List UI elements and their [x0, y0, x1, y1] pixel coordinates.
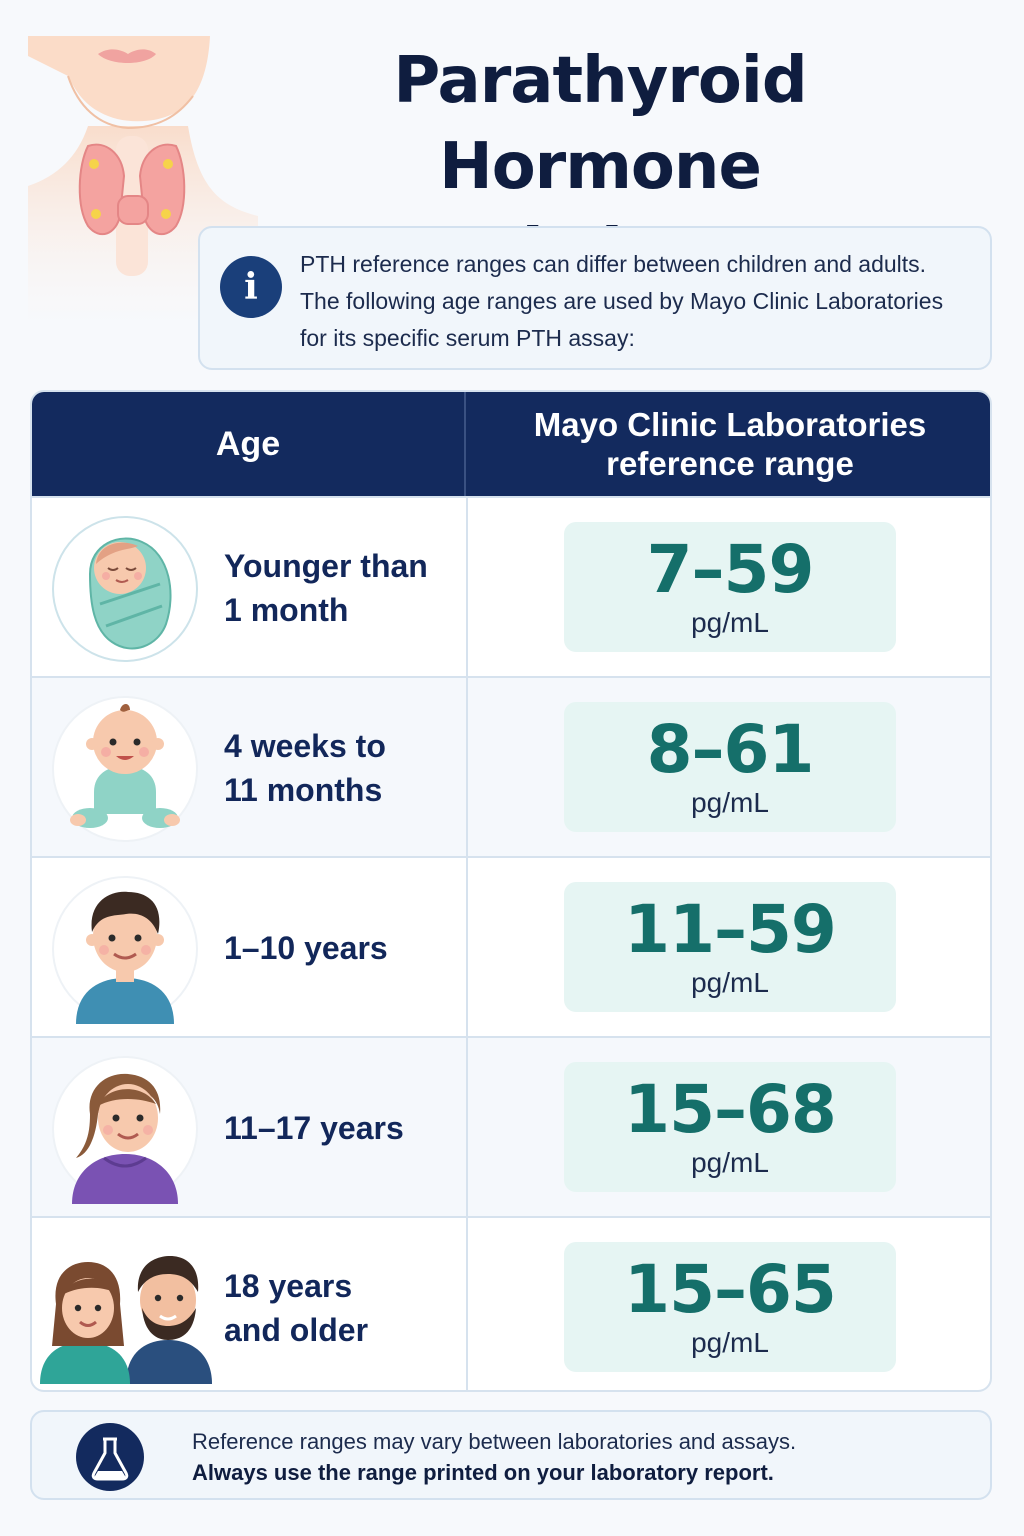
range-badge: 11–59 pg/mL [564, 882, 896, 1012]
infant-icon [50, 694, 200, 844]
age-line-1: Younger than [224, 548, 428, 584]
range-unit: pg/mL [691, 1327, 769, 1358]
range-value: 11–59 [624, 891, 837, 968]
column-divider [466, 498, 468, 676]
column-divider [466, 858, 468, 1036]
range-badge: 7–59 pg/mL [564, 522, 896, 652]
header-range-line-2: reference range [606, 445, 854, 482]
intro-line-3: for its specific serum PTH assay: [300, 325, 635, 351]
age-label: 18 years and older [224, 1218, 464, 1390]
table-row: Younger than 1 month 7–59 pg/mL [32, 496, 990, 678]
header-age: Age [32, 392, 466, 496]
age-line-1: 1–10 years [224, 930, 388, 966]
range-value: 7–59 [646, 531, 815, 608]
table-row: 18 years and older 15–65 pg/mL [32, 1216, 990, 1390]
column-divider [466, 1218, 468, 1390]
age-label: 4 weeks to 11 months [224, 678, 464, 858]
footer-note: Reference ranges may vary between labora… [30, 1410, 992, 1500]
newborn-icon [50, 514, 200, 664]
column-divider [466, 1038, 468, 1216]
header-range: Mayo Clinic Laboratories reference range [466, 392, 990, 496]
footer-text: Reference ranges may vary between labora… [192, 1426, 972, 1488]
range-unit: pg/mL [691, 967, 769, 998]
range-unit: pg/mL [691, 1147, 769, 1178]
range-value: 15–68 [624, 1071, 837, 1148]
intro-line-1: PTH reference ranges can differ between … [300, 251, 927, 277]
info-icon: i [220, 256, 282, 318]
age-label: 1–10 years [224, 858, 464, 1038]
footer-line-2: Always use the range printed on your lab… [192, 1460, 774, 1485]
header-range-line-1: Mayo Clinic Laboratories [533, 406, 927, 443]
age-line-1: 4 weeks to [224, 728, 386, 764]
range-value: 8–61 [646, 711, 815, 788]
age-line-2: and older [224, 1312, 369, 1348]
age-line-1: 18 years [224, 1268, 353, 1304]
flask-icon [76, 1423, 144, 1491]
age-line-2: 1 month [224, 592, 349, 628]
range-badge: 15–68 pg/mL [564, 1062, 896, 1192]
age-label: Younger than 1 month [224, 498, 464, 678]
age-label: 11–17 years [224, 1038, 464, 1218]
reference-range-table: Age Mayo Clinic Laboratories reference r… [30, 390, 992, 1392]
age-line-1: 11–17 years [224, 1110, 404, 1146]
range-badge: 15–65 pg/mL [564, 1242, 896, 1372]
table-row: 1–10 years 11–59 pg/mL [32, 856, 990, 1038]
table-row: 11–17 years 15–68 pg/mL [32, 1036, 990, 1218]
range-value: 15–65 [624, 1251, 837, 1328]
table-header: Age Mayo Clinic Laboratories reference r… [32, 392, 990, 496]
range-unit: pg/mL [691, 787, 769, 818]
intro-line-2: The following age ranges are used by May… [300, 288, 944, 314]
range-unit: pg/mL [691, 607, 769, 638]
age-line-2: 11 months [224, 772, 383, 808]
column-divider [466, 678, 468, 856]
intro-callout: i PTH reference ranges can differ betwee… [198, 226, 992, 370]
footer-line-1: Reference ranges may vary between labora… [192, 1429, 797, 1454]
table-row: 4 weeks to 11 months 8–61 pg/mL [32, 676, 990, 858]
title-line-1: Parathyroid Hormone [393, 44, 807, 204]
teen-icon [50, 1054, 200, 1204]
adults-icon [40, 1234, 220, 1384]
range-badge: 8–61 pg/mL [564, 702, 896, 832]
child-icon [50, 874, 200, 1024]
intro-text: PTH reference ranges can differ between … [300, 246, 980, 357]
